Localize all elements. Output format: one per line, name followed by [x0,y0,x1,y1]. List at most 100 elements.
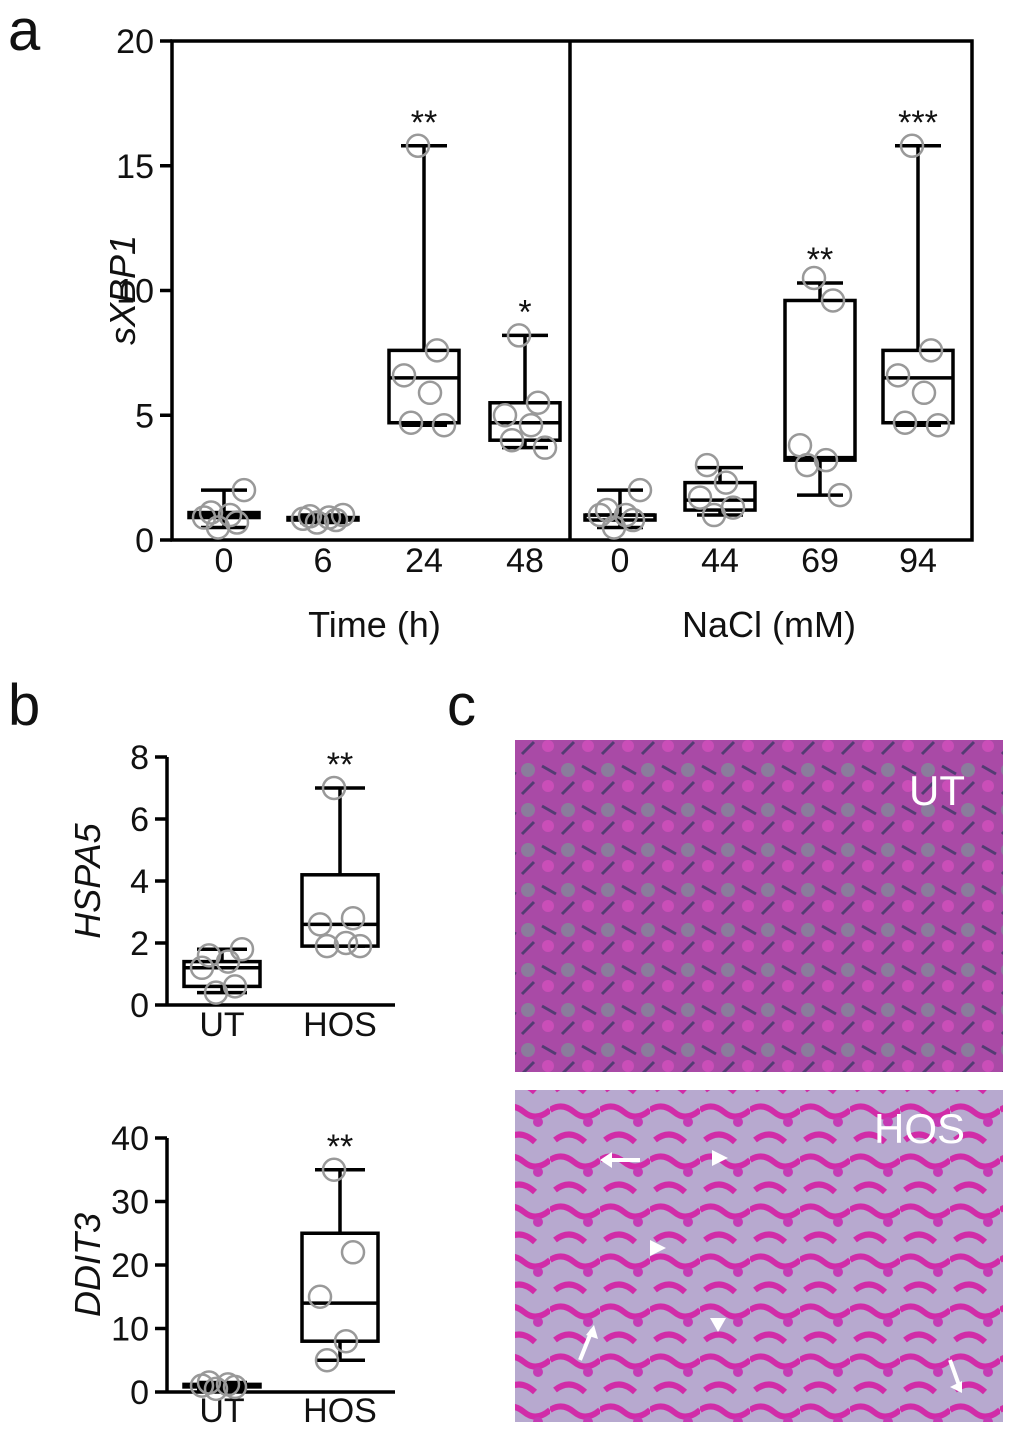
x-tick-label: 44 [701,542,739,580]
data-point [713,470,739,495]
y-tick-label: 20 [111,1247,149,1285]
y-tick-label: 10 [116,273,154,311]
y-axis-label: HSPA5 [67,822,108,938]
significance: ** [327,1128,353,1166]
x-axis-label: Time (h) [308,604,441,645]
significance: * [518,293,531,331]
data-point [431,412,457,438]
y-tick-label: 0 [130,987,149,1025]
panel-label: c [447,673,476,738]
panel-label: a [8,0,41,63]
data-point [899,133,925,159]
y-tick-label: 5 [135,397,154,435]
data-point [314,933,340,959]
data-point [506,323,532,348]
significance: *** [898,104,938,142]
data-point [333,930,359,956]
y-tick-label: 6 [130,801,149,839]
data-point [196,943,222,968]
data-point [801,265,827,291]
data-point [330,502,356,528]
data-point [925,412,951,438]
data-point [307,912,333,937]
data-point [198,500,224,525]
data-point [613,502,639,528]
data-point [794,452,820,478]
data-point [196,1370,222,1395]
panel-label: b [8,673,40,738]
significance: ** [807,241,833,279]
micrograph-label: UT [909,767,965,814]
data-point [340,905,366,931]
data-point [424,338,450,363]
data-point [813,447,839,473]
data-point [307,1284,333,1309]
y-axis-label: sXBP1 [102,235,143,345]
data-point [304,510,330,535]
data-point [391,363,417,388]
x-tick-label: UT [199,1006,244,1044]
y-tick-label: 20 [116,23,154,61]
data-point [911,380,937,406]
x-tick-label: 48 [506,542,544,580]
data-point [297,504,323,529]
y-axis-label: DDIT3 [67,1213,108,1317]
data-point [189,955,215,981]
x-tick-label: 0 [611,542,630,580]
y-tick-label: 8 [130,739,149,777]
data-point [398,410,424,435]
x-tick-label: 94 [899,542,937,580]
data-point [191,505,217,530]
x-axis-label: NaCl (mM) [682,604,856,645]
box [300,873,380,948]
data-point [525,390,551,416]
y-tick-label: 0 [130,1374,149,1412]
x-tick-label: HOS [303,1392,377,1430]
data-point [222,974,248,999]
data-point [203,1376,229,1402]
data-point [620,507,646,533]
data-point [417,380,443,406]
data-point [885,363,911,388]
y-tick-label: 10 [111,1311,149,1349]
data-point [405,133,431,159]
data-point [321,1157,347,1182]
significance: ** [327,746,353,784]
data-point [224,510,250,535]
y-tick-label: 30 [111,1184,149,1222]
x-tick-label: 0 [215,542,234,580]
micrograph-overlay [515,740,1003,1072]
x-tick-label: 6 [314,542,333,580]
data-point [720,495,746,520]
data-point [321,775,347,801]
data-point [892,410,918,435]
arrows [578,1150,962,1393]
x-tick-label: 69 [801,542,839,580]
y-tick-label: 40 [111,1120,149,1158]
data-point [532,435,558,460]
data-point [627,477,653,503]
significance: ** [411,104,437,142]
data-point [231,477,257,503]
y-tick-label: 4 [130,863,149,901]
data-point [827,482,853,508]
y-tick-label: 15 [116,148,154,186]
data-point [492,403,518,428]
data-point [687,485,713,510]
data-point [518,412,544,438]
data-point [340,1240,366,1265]
micrograph [515,740,1003,1072]
data-point [314,1348,340,1373]
box [182,959,262,989]
data-point [918,338,944,363]
data-point [333,1328,359,1354]
data-point [217,502,243,528]
data-point [594,497,620,523]
data-point [316,505,342,530]
data-point [215,1372,241,1397]
data-point [229,936,255,962]
data-point [347,933,373,959]
data-point [499,427,525,453]
micrograph-label: HOS [874,1105,965,1152]
x-tick-label: 24 [405,542,443,580]
